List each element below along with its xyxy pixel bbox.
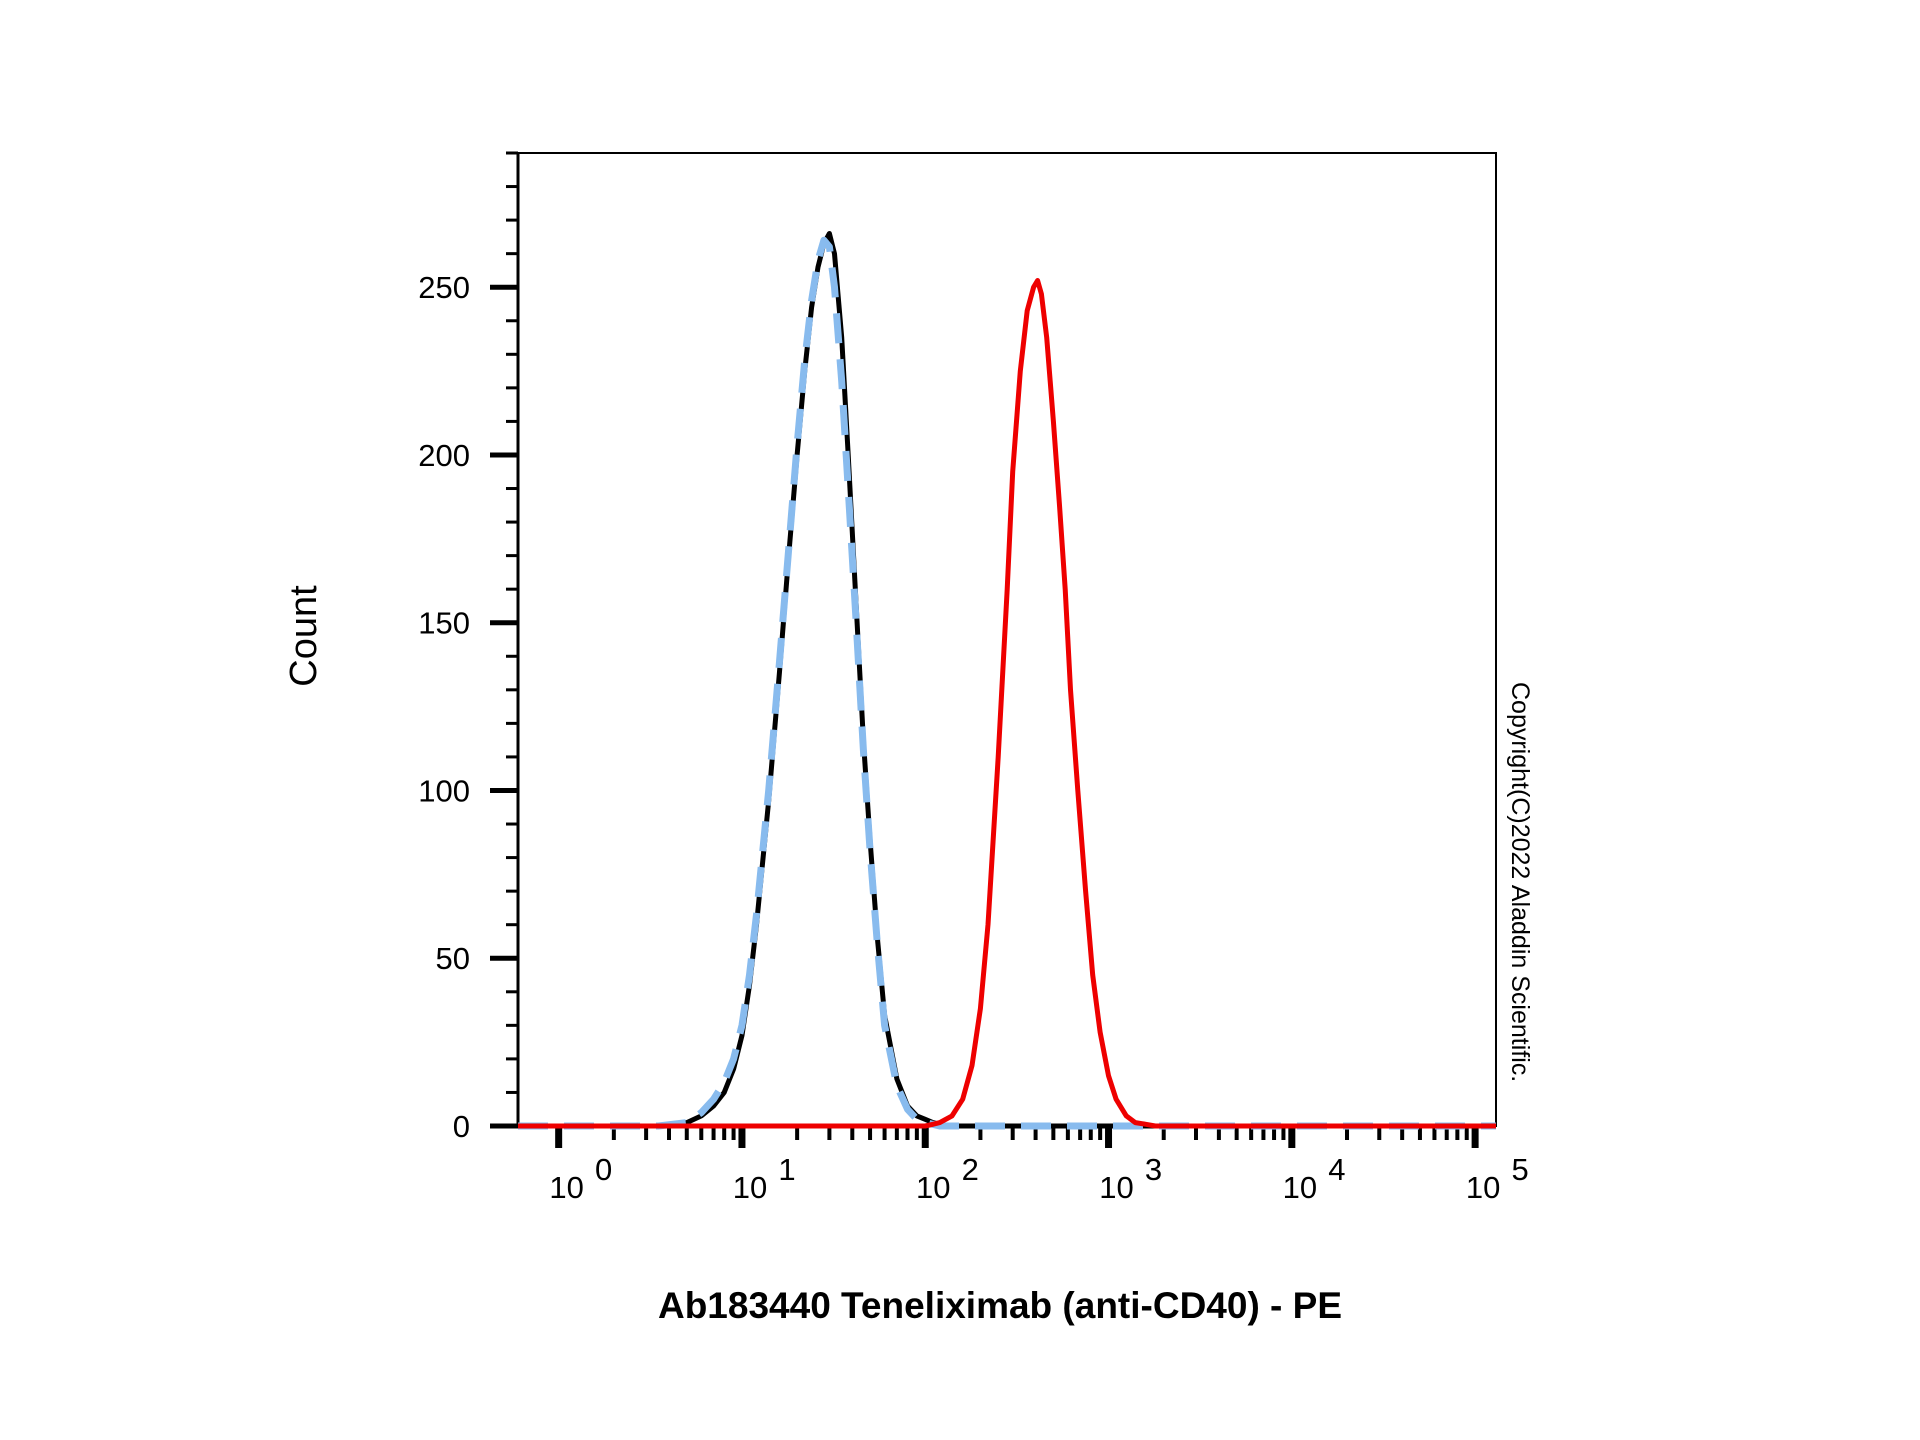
svg-text:10: 10 <box>1283 1170 1317 1205</box>
series-layer <box>518 231 1496 1130</box>
svg-text:10: 10 <box>549 1170 583 1205</box>
svg-text:4: 4 <box>1328 1152 1345 1187</box>
svg-text:3: 3 <box>1145 1152 1162 1187</box>
copyright-text: Copyright(C)2022 Aladdin Scientific. <box>1506 682 1534 1082</box>
svg-text:10: 10 <box>1466 1170 1500 1205</box>
svg-text:10: 10 <box>733 1170 767 1205</box>
x-tick-label: 10 4 <box>1283 1152 1346 1205</box>
svg-text:1: 1 <box>778 1152 795 1187</box>
y-tick-label: 0 <box>453 1109 470 1144</box>
svg-text:2: 2 <box>962 1152 979 1187</box>
x-tick-label: 10 2 <box>916 1152 979 1205</box>
y-axis-title: Count <box>283 585 325 687</box>
y-tick-label: 200 <box>418 438 470 473</box>
x-tick-label: 10 5 <box>1466 1152 1529 1205</box>
svg-text:5: 5 <box>1511 1152 1528 1187</box>
y-axis-ticks: 0 50 100 150 200 250 <box>418 151 518 1144</box>
x-axis-title: Ab183440 Teneliximab (anti-CD40) - PE <box>658 1285 1342 1326</box>
y-tick-label: 50 <box>436 941 470 976</box>
y-tick-label: 250 <box>418 270 470 305</box>
x-tick-label: 10 3 <box>1099 1152 1162 1205</box>
series-line-3 <box>518 278 1496 1129</box>
y-tick-label: 150 <box>418 606 470 641</box>
x-tick-label: 10 1 <box>733 1152 796 1205</box>
svg-text:10: 10 <box>916 1170 950 1205</box>
svg-text:10: 10 <box>1099 1170 1133 1205</box>
svg-text:0: 0 <box>595 1152 612 1187</box>
x-tick-label: 10 0 <box>549 1152 612 1205</box>
y-tick-label: 100 <box>418 773 470 808</box>
